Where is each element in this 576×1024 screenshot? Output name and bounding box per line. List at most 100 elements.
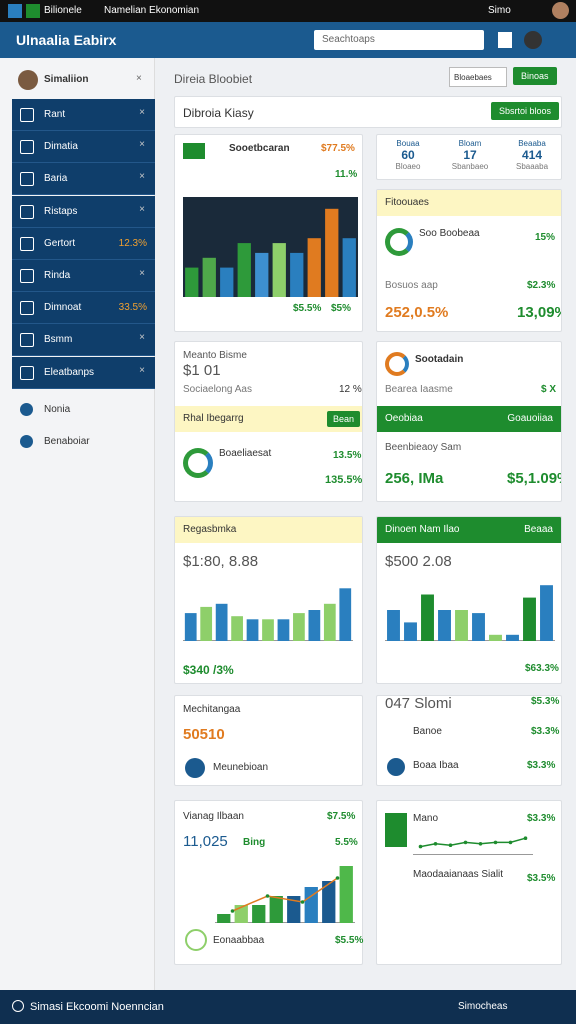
point (523, 836, 528, 840)
menu-icon (20, 403, 33, 416)
avatar[interactable] (552, 2, 569, 19)
menu-item[interactable]: Dimnoat 33.5% (12, 292, 155, 325)
menu-label: Benaboiar (44, 436, 90, 447)
close-icon: × (139, 268, 145, 279)
menu-value: 33.5% (118, 302, 147, 314)
menu-icon (20, 365, 34, 380)
bar (307, 238, 321, 297)
bar (506, 634, 519, 641)
menu-item[interactable]: Ristaps × (12, 195, 155, 228)
menu-item[interactable]: Rinda × (12, 260, 155, 292)
menu-icon (20, 301, 34, 316)
card-header: Dinoen Nam Ilao Beaaa (377, 517, 561, 543)
footer: Simasi Ekcoomi Noenncian Simocheas (0, 990, 576, 1024)
bar (404, 622, 417, 641)
big-value: 256, IMa (385, 470, 444, 487)
foot-label: Eonaabbaa (213, 935, 265, 946)
menu-item[interactable]: Bsmm × (12, 324, 155, 357)
card-title: Sooetbcaran (229, 143, 290, 154)
sub-label: Beenbieaoy Sam (385, 442, 462, 453)
bar (184, 613, 197, 641)
footer-right[interactable]: Simocheas (458, 1001, 508, 1012)
bar (237, 243, 251, 297)
bar (293, 613, 305, 641)
panel: Dibroia Kiasy Sbsrtoi bloos (174, 96, 562, 128)
stat-label: Beaaba (518, 139, 546, 148)
line (420, 837, 526, 848)
menu-label: Dimnoat (44, 302, 82, 314)
search-placeholder: Seachtoaps (322, 34, 375, 45)
bar (200, 606, 213, 641)
menu-item[interactable]: Dimatia × (12, 131, 155, 164)
profile-name: Simaliion (44, 74, 89, 85)
menu-item: Benaboiar (12, 426, 155, 456)
icon (387, 758, 405, 776)
button-label: Bean (333, 414, 355, 424)
button-label[interactable]: Beaaa (524, 524, 553, 535)
card-title: Vianag Ilbaan (183, 811, 244, 822)
bar (322, 881, 336, 923)
icon (185, 929, 207, 951)
value: $77.5% (321, 143, 355, 154)
close-icon: × (139, 139, 145, 151)
point (433, 842, 438, 846)
big-value: $5,1.09% (507, 470, 561, 487)
menu-item[interactable]: Baria × (12, 163, 155, 196)
bar (255, 252, 269, 297)
value: $1:80, 8.88 (183, 553, 259, 570)
card: 047 Slomi $5.3% Banoe $3.3% Boaa Ibaa $3… (376, 695, 562, 786)
card-title: Dinoen Nam Ilao (385, 524, 460, 535)
close-icon: × (139, 364, 145, 376)
app-name: Bilionele (44, 5, 82, 16)
chart (385, 585, 555, 641)
menu-item[interactable]: Rant × (12, 99, 155, 131)
close-icon: × (139, 107, 145, 118)
app-icon (26, 4, 40, 18)
search-box[interactable]: Seachtoaps (314, 30, 484, 50)
close-icon: × (139, 203, 145, 215)
row-label: Sociaelong Aas (183, 384, 252, 395)
button-label: Binoas (521, 71, 549, 81)
bar (323, 603, 336, 641)
card: Mano $3.3% Maodaaianaas Sialit $3.5% (376, 800, 562, 965)
card-header: Oeobiaa Goauoiiaa (377, 406, 561, 432)
point (418, 844, 423, 849)
menu-icon (20, 140, 34, 155)
sidebar: Simaliion × Rant × Dimatia × Baria × Ristaps × G… (0, 58, 155, 990)
menu-label: Dimatia (44, 141, 78, 153)
app-icon (8, 4, 22, 18)
icon-button[interactable] (524, 31, 542, 49)
button[interactable]: Bean (327, 411, 361, 427)
row-value: 12 % (339, 384, 362, 395)
card: Fitoouaes Soo Boobeaa 15% Bosuos aap $2.… (376, 189, 562, 332)
close-icon: × (139, 171, 145, 183)
row-value: 15% (535, 232, 556, 243)
icon (385, 813, 407, 847)
bar (231, 616, 243, 641)
footer-title: Simasi Ekcoomi Noenncian (30, 1001, 164, 1013)
bar (325, 208, 339, 297)
band-title: Oeobiaa (385, 413, 423, 424)
button[interactable]: Binoas (513, 67, 557, 85)
window-title: Namelian Ekonomian (104, 5, 200, 16)
header-title: Ulnaalia Eabirx (16, 32, 117, 48)
button[interactable]: Sbsrtoi bloos (491, 102, 560, 120)
button[interactable]: Bloaebaes (449, 67, 507, 87)
close-icon[interactable]: × (136, 73, 142, 84)
bar (421, 594, 434, 641)
card-title: Meanto Bisme (183, 350, 247, 361)
value-pct: 5.5% (335, 837, 358, 848)
icon-button[interactable] (498, 32, 512, 48)
bar (540, 585, 553, 641)
stat-value: 17 (463, 148, 477, 162)
menu-item[interactable]: Eleatbanps × (12, 356, 155, 389)
bar (202, 257, 216, 297)
donut (385, 352, 409, 376)
value: $500 2.08 (385, 553, 452, 570)
panel-title: Dibroia Kiasy (183, 106, 254, 120)
value: $5.3% (531, 696, 560, 707)
point (448, 843, 453, 847)
bar (220, 267, 234, 297)
menu-item[interactable]: Gertort 12.3% (12, 227, 155, 260)
